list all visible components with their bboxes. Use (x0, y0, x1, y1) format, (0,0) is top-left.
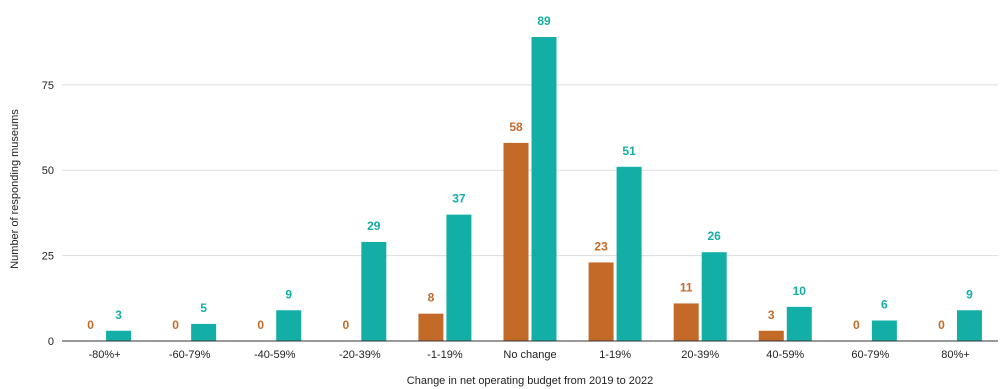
data-label: 89 (537, 14, 551, 28)
gridlines (62, 84, 998, 257)
data-label: 37 (452, 192, 466, 206)
data-label: 5 (200, 301, 207, 315)
y-tick-label: 25 (42, 251, 54, 263)
y-axis-label: Number of responding museums (9, 109, 21, 269)
data-label: 0 (87, 318, 94, 332)
x-tick-label: 40-59% (766, 349, 804, 361)
bar (588, 262, 614, 341)
data-label: 10 (793, 284, 807, 298)
bar (956, 310, 982, 341)
data-label: 8 (428, 291, 435, 305)
x-tick-label: 80%+ (941, 349, 969, 361)
data-label: 58 (509, 120, 523, 134)
y-axis-ticks: 0 25 50 75 (42, 80, 54, 348)
data-label: 0 (853, 318, 860, 332)
data-label: 3 (115, 308, 122, 322)
x-tick-label: 60-79% (851, 349, 889, 361)
data-label: 51 (622, 144, 636, 158)
x-tick-label: -40-59% (254, 349, 296, 361)
x-tick-label: 20-39% (681, 349, 719, 361)
x-axis-ticks: -80%+ -60-79% -40-59% -20-39% -1-19% No chang… (88, 349, 969, 361)
bar (361, 241, 387, 341)
bar (446, 214, 472, 341)
y-tick-label: 75 (42, 80, 54, 92)
x-axis-label: Change in net operating budget from 2019… (407, 375, 653, 387)
bar (673, 303, 699, 341)
y-tick-label: 0 (48, 336, 54, 348)
y-tick-label: 50 (42, 165, 54, 177)
bar (191, 323, 217, 341)
data-label: 11 (680, 280, 693, 294)
bar (106, 330, 132, 341)
data-label: 23 (594, 239, 608, 253)
x-tick-label: No change (503, 349, 556, 361)
bar (871, 320, 897, 341)
data-label: 29 (367, 219, 381, 233)
data-label: 0 (172, 318, 179, 332)
bar (616, 166, 642, 341)
x-tick-label: -80%+ (88, 349, 120, 361)
data-labels: 0 3 0 5 0 9 0 29 8 37 58 89 23 51 11 26 3 10 0 6 0 9 (87, 14, 973, 332)
data-label: 26 (708, 229, 722, 243)
bar (701, 252, 727, 341)
x-tick-label: -20-39% (339, 349, 381, 361)
data-label: 0 (342, 318, 349, 332)
bar (503, 142, 529, 341)
x-tick-label: 1-19% (599, 349, 631, 361)
data-label: 0 (938, 318, 945, 332)
bars (106, 37, 982, 341)
data-label: 3 (768, 308, 775, 322)
data-label: 9 (966, 287, 973, 301)
data-label: 6 (881, 298, 888, 312)
data-label: 9 (285, 287, 292, 301)
bar (531, 37, 557, 341)
x-tick-label: -60-79% (169, 349, 211, 361)
bar (276, 310, 302, 341)
bar (418, 313, 444, 341)
data-label: 0 (257, 318, 264, 332)
bar (786, 306, 812, 341)
bar (758, 330, 784, 341)
x-tick-label: -1-19% (427, 349, 463, 361)
